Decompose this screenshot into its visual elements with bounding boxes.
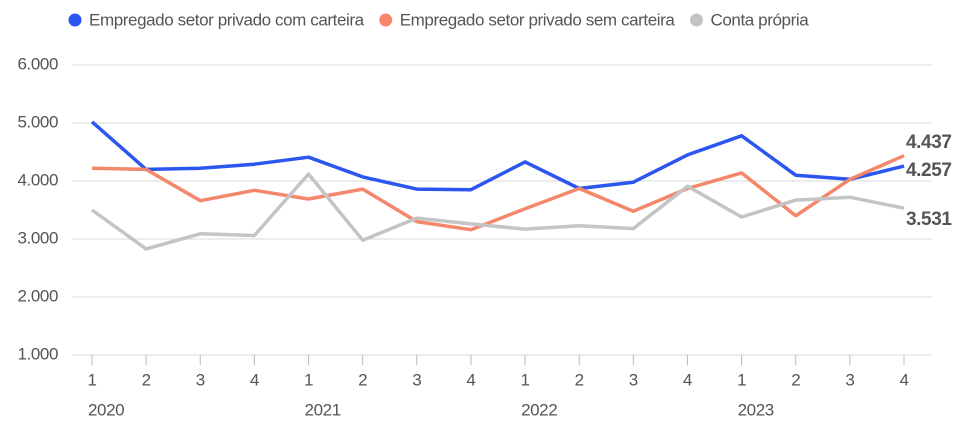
- x-group-label: 2021: [305, 400, 341, 419]
- x-group-label: 2023: [738, 400, 774, 419]
- y-tick-label: 6.000: [17, 54, 58, 73]
- x-tick-label: 4: [466, 370, 475, 389]
- series-line: [91, 154, 905, 232]
- end-label: 3.531: [906, 209, 952, 230]
- x-tick-label: 4: [899, 370, 908, 389]
- x-tick-label: 2: [575, 370, 584, 389]
- legend-label: Conta própria: [710, 10, 809, 29]
- x-tick-label: 2: [791, 370, 800, 389]
- end-label: 4.257: [906, 160, 952, 181]
- x-tick-label: 3: [845, 370, 854, 389]
- x-tick-label: 3: [629, 370, 638, 389]
- x-group-label: 2022: [521, 400, 557, 419]
- end-label: 4.437: [906, 132, 952, 153]
- y-tick-label: 3.000: [17, 228, 58, 247]
- y-tick-label: 5.000: [17, 112, 58, 131]
- x-tick-label: 4: [683, 370, 692, 389]
- legend-marker: [379, 13, 393, 27]
- legend-label: Empregado setor privado sem carteira: [400, 10, 676, 29]
- legend-marker: [68, 13, 82, 27]
- y-tick-label: 4.000: [17, 170, 58, 189]
- series-line: [90, 120, 905, 192]
- x-tick-label: 3: [196, 370, 205, 389]
- x-group-label: 2020: [88, 400, 124, 419]
- x-tick-label: 2: [142, 370, 151, 389]
- x-tick-label: 1: [87, 370, 96, 389]
- x-tick-label: 3: [412, 370, 421, 389]
- x-tick-label: 1: [521, 370, 530, 389]
- x-tick-label: 2: [358, 370, 367, 389]
- legend-marker: [689, 13, 703, 27]
- x-tick-label: 1: [737, 370, 746, 389]
- x-tick-label: 4: [250, 370, 259, 389]
- y-tick-label: 1.000: [17, 344, 58, 363]
- y-tick-label: 2.000: [17, 286, 58, 305]
- x-tick-label: 1: [304, 370, 313, 389]
- series-line: [90, 172, 905, 251]
- legend-label: Empregado setor privado com carteira: [89, 10, 365, 29]
